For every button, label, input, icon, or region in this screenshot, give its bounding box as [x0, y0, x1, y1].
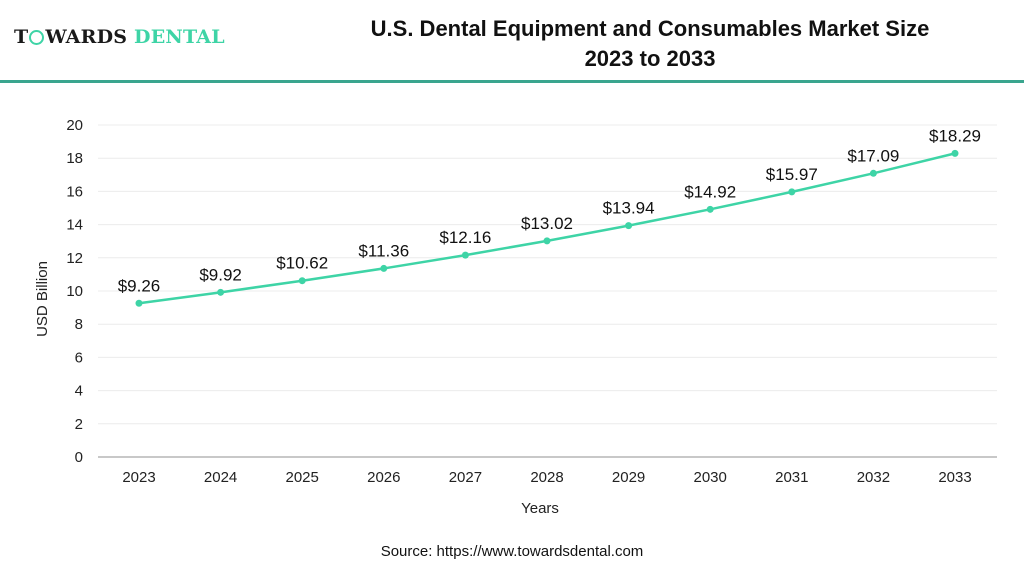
y-tick-label: 4: [75, 383, 83, 400]
source-note: Source: https://www.towardsdental.com: [380, 543, 644, 560]
y-tick-label: 0: [75, 449, 83, 466]
y-tick-label: 14: [66, 217, 83, 234]
y-tick-label: 16: [66, 183, 83, 200]
data-label: $14.92: [684, 182, 736, 201]
logo-text-dental: DENTAL: [134, 26, 225, 48]
data-label: $17.09: [847, 146, 899, 165]
x-tick-label: 2027: [449, 469, 482, 486]
data-point: [951, 149, 959, 157]
logo-text-wards: WARDS: [45, 26, 128, 48]
y-tick-label: 10: [66, 283, 83, 300]
data-label: $9.92: [199, 265, 242, 284]
brand-logo: T WARDS DENTAL: [14, 26, 225, 48]
data-point: [869, 169, 877, 177]
x-tick-label: 2033: [938, 469, 971, 486]
x-tick-label: 2024: [204, 469, 237, 486]
data-labels: $9.26 $9.92 $10.62 $11.36 $12.16 $13.02 $13.94…: [118, 126, 981, 295]
y-tick-label: 2: [75, 416, 83, 433]
data-point: [298, 277, 306, 285]
data-label: $11.36: [358, 241, 409, 260]
x-axis-label: Years: [521, 500, 559, 517]
data-label: $12.16: [439, 228, 491, 247]
data-point: [625, 222, 633, 230]
data-label: $15.97: [766, 165, 818, 184]
data-points: [135, 149, 959, 307]
data-point: [135, 299, 143, 307]
data-label: $13.94: [603, 199, 655, 218]
x-tick-label: 2026: [367, 469, 400, 486]
x-tick-label: 2032: [857, 469, 890, 486]
y-tick-label: 20: [66, 117, 83, 134]
data-point: [706, 205, 714, 213]
data-label: $9.26: [118, 276, 161, 295]
data-label: $13.02: [521, 214, 573, 233]
y-tick-label: 12: [66, 250, 83, 267]
gridlines: [98, 124, 997, 425]
data-label: $18.29: [929, 126, 981, 145]
chart-title-line1: U.S. Dental Equipment and Consumables Ma…: [370, 16, 930, 41]
data-point: [543, 237, 551, 245]
x-tick-label: 2025: [286, 469, 319, 486]
header-divider: [0, 80, 1024, 83]
x-tick-labels: 2023 2024 2025 2026 2027 2028 2029 2030 2031 2032…: [122, 469, 971, 486]
y-tick-label: 8: [75, 316, 83, 333]
y-tick-label: 6: [75, 349, 83, 366]
data-point: [217, 288, 225, 296]
x-tick-label: 2023: [122, 469, 155, 486]
tooth-growth-icon: [29, 30, 45, 45]
x-tick-label: 2031: [775, 469, 808, 486]
x-tick-label: 2028: [530, 469, 563, 486]
x-tick-label: 2029: [612, 469, 645, 486]
y-tick-labels: 0 2 4 6 8 10 12 14 16 18 20: [66, 117, 83, 466]
chart-title: U.S. Dental Equipment and Consumables Ma…: [300, 14, 1000, 74]
data-point: [461, 251, 469, 259]
data-point: [788, 188, 796, 196]
logo-text-t: T: [14, 26, 29, 48]
x-tick-label: 2030: [694, 469, 727, 486]
y-tick-label: 18: [66, 150, 83, 167]
data-label: $10.62: [276, 254, 328, 273]
y-axis-label: USD Billion: [34, 261, 51, 337]
data-point: [380, 264, 388, 272]
chart-title-line2: 2023 to 2033: [584, 46, 716, 71]
